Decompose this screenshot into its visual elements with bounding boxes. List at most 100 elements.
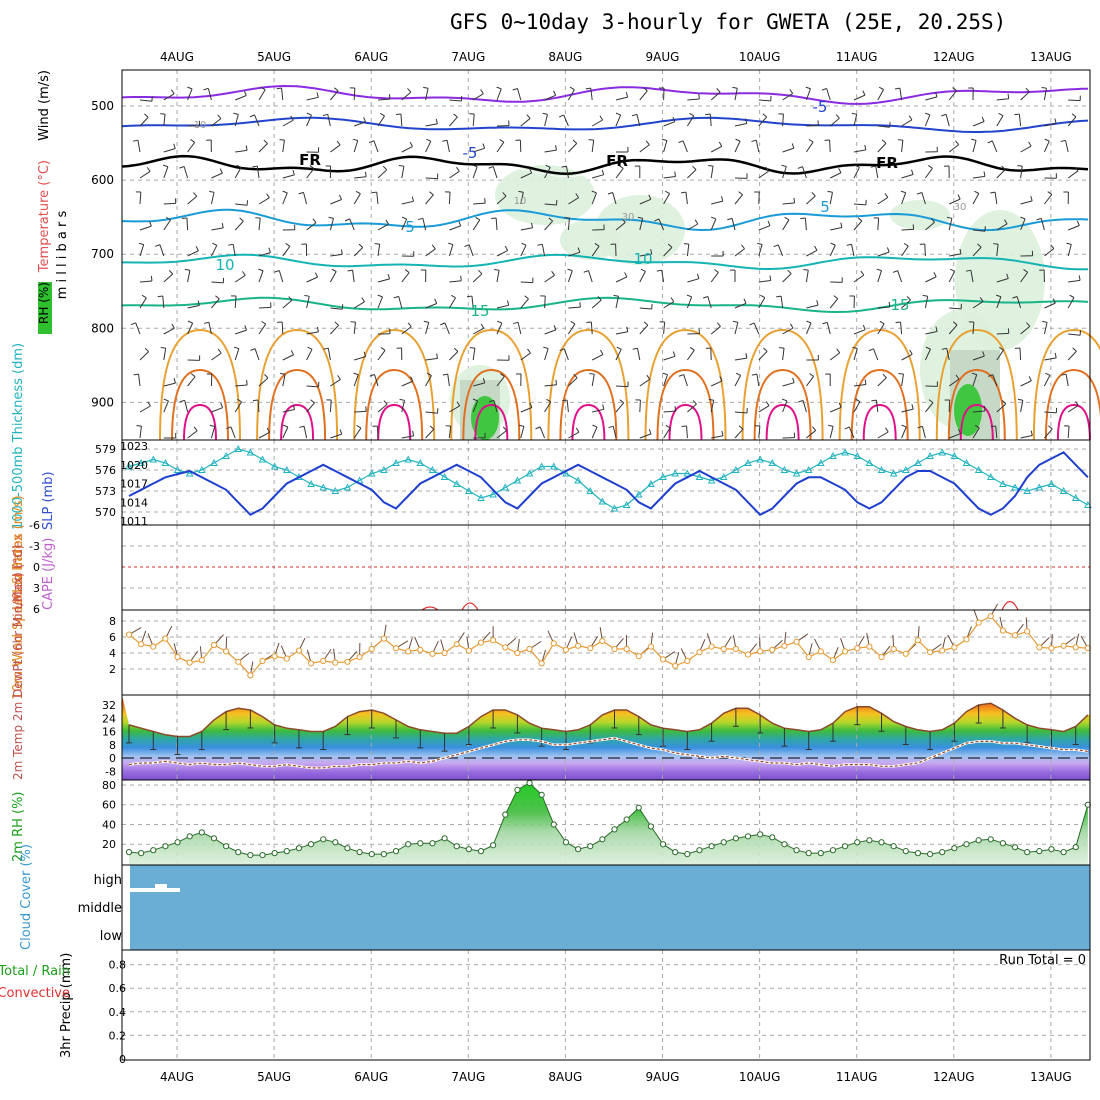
thickness-point [719, 472, 728, 480]
date-label-top: 10AUG [739, 50, 781, 64]
wind-barb-flag [363, 351, 367, 357]
wind-barb [734, 194, 743, 205]
wind-barb [925, 221, 935, 231]
wind-barb [782, 202, 795, 205]
wind-barb [211, 298, 220, 309]
wind-barb [520, 426, 525, 439]
rh-point [975, 837, 982, 844]
wind-speed-point [162, 635, 169, 642]
wind-barb [187, 195, 198, 205]
wind-barb [663, 176, 676, 179]
wind-barb [826, 88, 831, 101]
wind-barb-flag [716, 322, 721, 327]
wind-barb [901, 408, 914, 413]
wind-speed-point [1048, 645, 1055, 652]
wind-barb [782, 327, 794, 335]
wind-barb [925, 331, 938, 335]
wind-barb-flag [382, 165, 388, 171]
wind-barb [258, 270, 264, 283]
wind-barb-flag [512, 87, 518, 91]
wind-barb-flag [892, 270, 898, 273]
wind-barb-flag [518, 190, 524, 193]
rh-point [659, 841, 667, 848]
wind-speed-point [720, 645, 727, 653]
wind-speed-point [295, 647, 303, 654]
wind-barb-flag [246, 379, 248, 386]
wind-barb [1020, 435, 1033, 439]
wind-barb [544, 220, 554, 231]
wind-barb-flag [1001, 165, 1006, 170]
wind-barb [826, 322, 831, 335]
wind-barb [139, 191, 142, 205]
wind-barb [377, 223, 389, 231]
wind-barb [615, 114, 622, 127]
wind-barb [448, 297, 457, 309]
date-label-bottom: 5AUG [257, 1070, 291, 1084]
rh-point [344, 845, 351, 852]
pressure-tick-label: 500 [91, 99, 114, 113]
temp-tick-label: 0 [109, 752, 116, 765]
cloud-level-label: middle [78, 901, 122, 916]
date-label-top: 5AUG [257, 50, 291, 64]
wind-barb [1020, 325, 1031, 335]
wind-barb [401, 380, 413, 387]
wind-speed-point [902, 650, 909, 657]
wind-barb [520, 281, 533, 284]
thickness-point [853, 451, 862, 459]
wind-speed-point [647, 643, 655, 650]
wind-barb [377, 278, 390, 283]
wind-barb-flag [276, 87, 282, 90]
wind-barb [661, 270, 665, 283]
wind-barb-flag [450, 294, 456, 299]
thickness-point [586, 486, 595, 494]
wind-barb [425, 194, 434, 205]
wind-barb-flag [822, 321, 828, 325]
rh-point [453, 843, 460, 850]
cloud-sky [130, 865, 1090, 950]
contour-10 [122, 253, 1089, 271]
wind-barb [400, 113, 403, 127]
wind-barb [496, 88, 502, 101]
wind-barb-flag [364, 171, 367, 177]
wind-barb [568, 431, 580, 439]
wind-barb-flag [290, 350, 295, 355]
wind-barb [758, 99, 771, 102]
wind-barb [520, 172, 532, 179]
wind-barb-flag [757, 242, 763, 245]
wind-speed-point [878, 653, 885, 661]
wind-barb [377, 403, 388, 413]
rh-point [999, 840, 1007, 847]
run-total: Run Total = 0 [999, 953, 1086, 968]
wind-barb-flag [217, 348, 222, 354]
wind-barb-flag [868, 348, 874, 352]
wind-barb [848, 426, 855, 439]
wind-speed-point [150, 643, 157, 650]
wind-axis-label: Wind (m/s) [37, 70, 52, 141]
thickness-point [938, 448, 947, 456]
convective-contour [280, 403, 315, 441]
wind-barb-flag [814, 245, 818, 251]
total-rain-label: Total / Rain [0, 964, 70, 979]
wind-barb [1016, 296, 1022, 309]
rh-point [623, 816, 630, 823]
wind-barb-flag [632, 347, 638, 350]
wind-barb [256, 166, 260, 179]
wind-barb [496, 304, 509, 309]
wind-barb-flag [787, 269, 792, 275]
temp-axis-label: 2m Temp 2m DewPt (6hr Min/Max) (°C) [11, 545, 25, 780]
wind-barb-flag [667, 243, 673, 248]
rh-point [1048, 846, 1055, 853]
wind-speed-point [356, 653, 363, 661]
rh-point [805, 850, 812, 857]
wind-barb [639, 378, 651, 387]
wind-barb-flag [150, 275, 153, 282]
wind-barb-flag [171, 323, 175, 329]
wind-barb-flag [442, 373, 448, 376]
rh-point [514, 786, 521, 793]
wind-barb-flag [543, 346, 549, 350]
wind-barb-flag [480, 89, 484, 94]
wind-barb [663, 247, 673, 257]
rh-point [138, 850, 145, 857]
wind-barb-flag [631, 113, 638, 117]
wind-barb-flag [784, 216, 790, 221]
